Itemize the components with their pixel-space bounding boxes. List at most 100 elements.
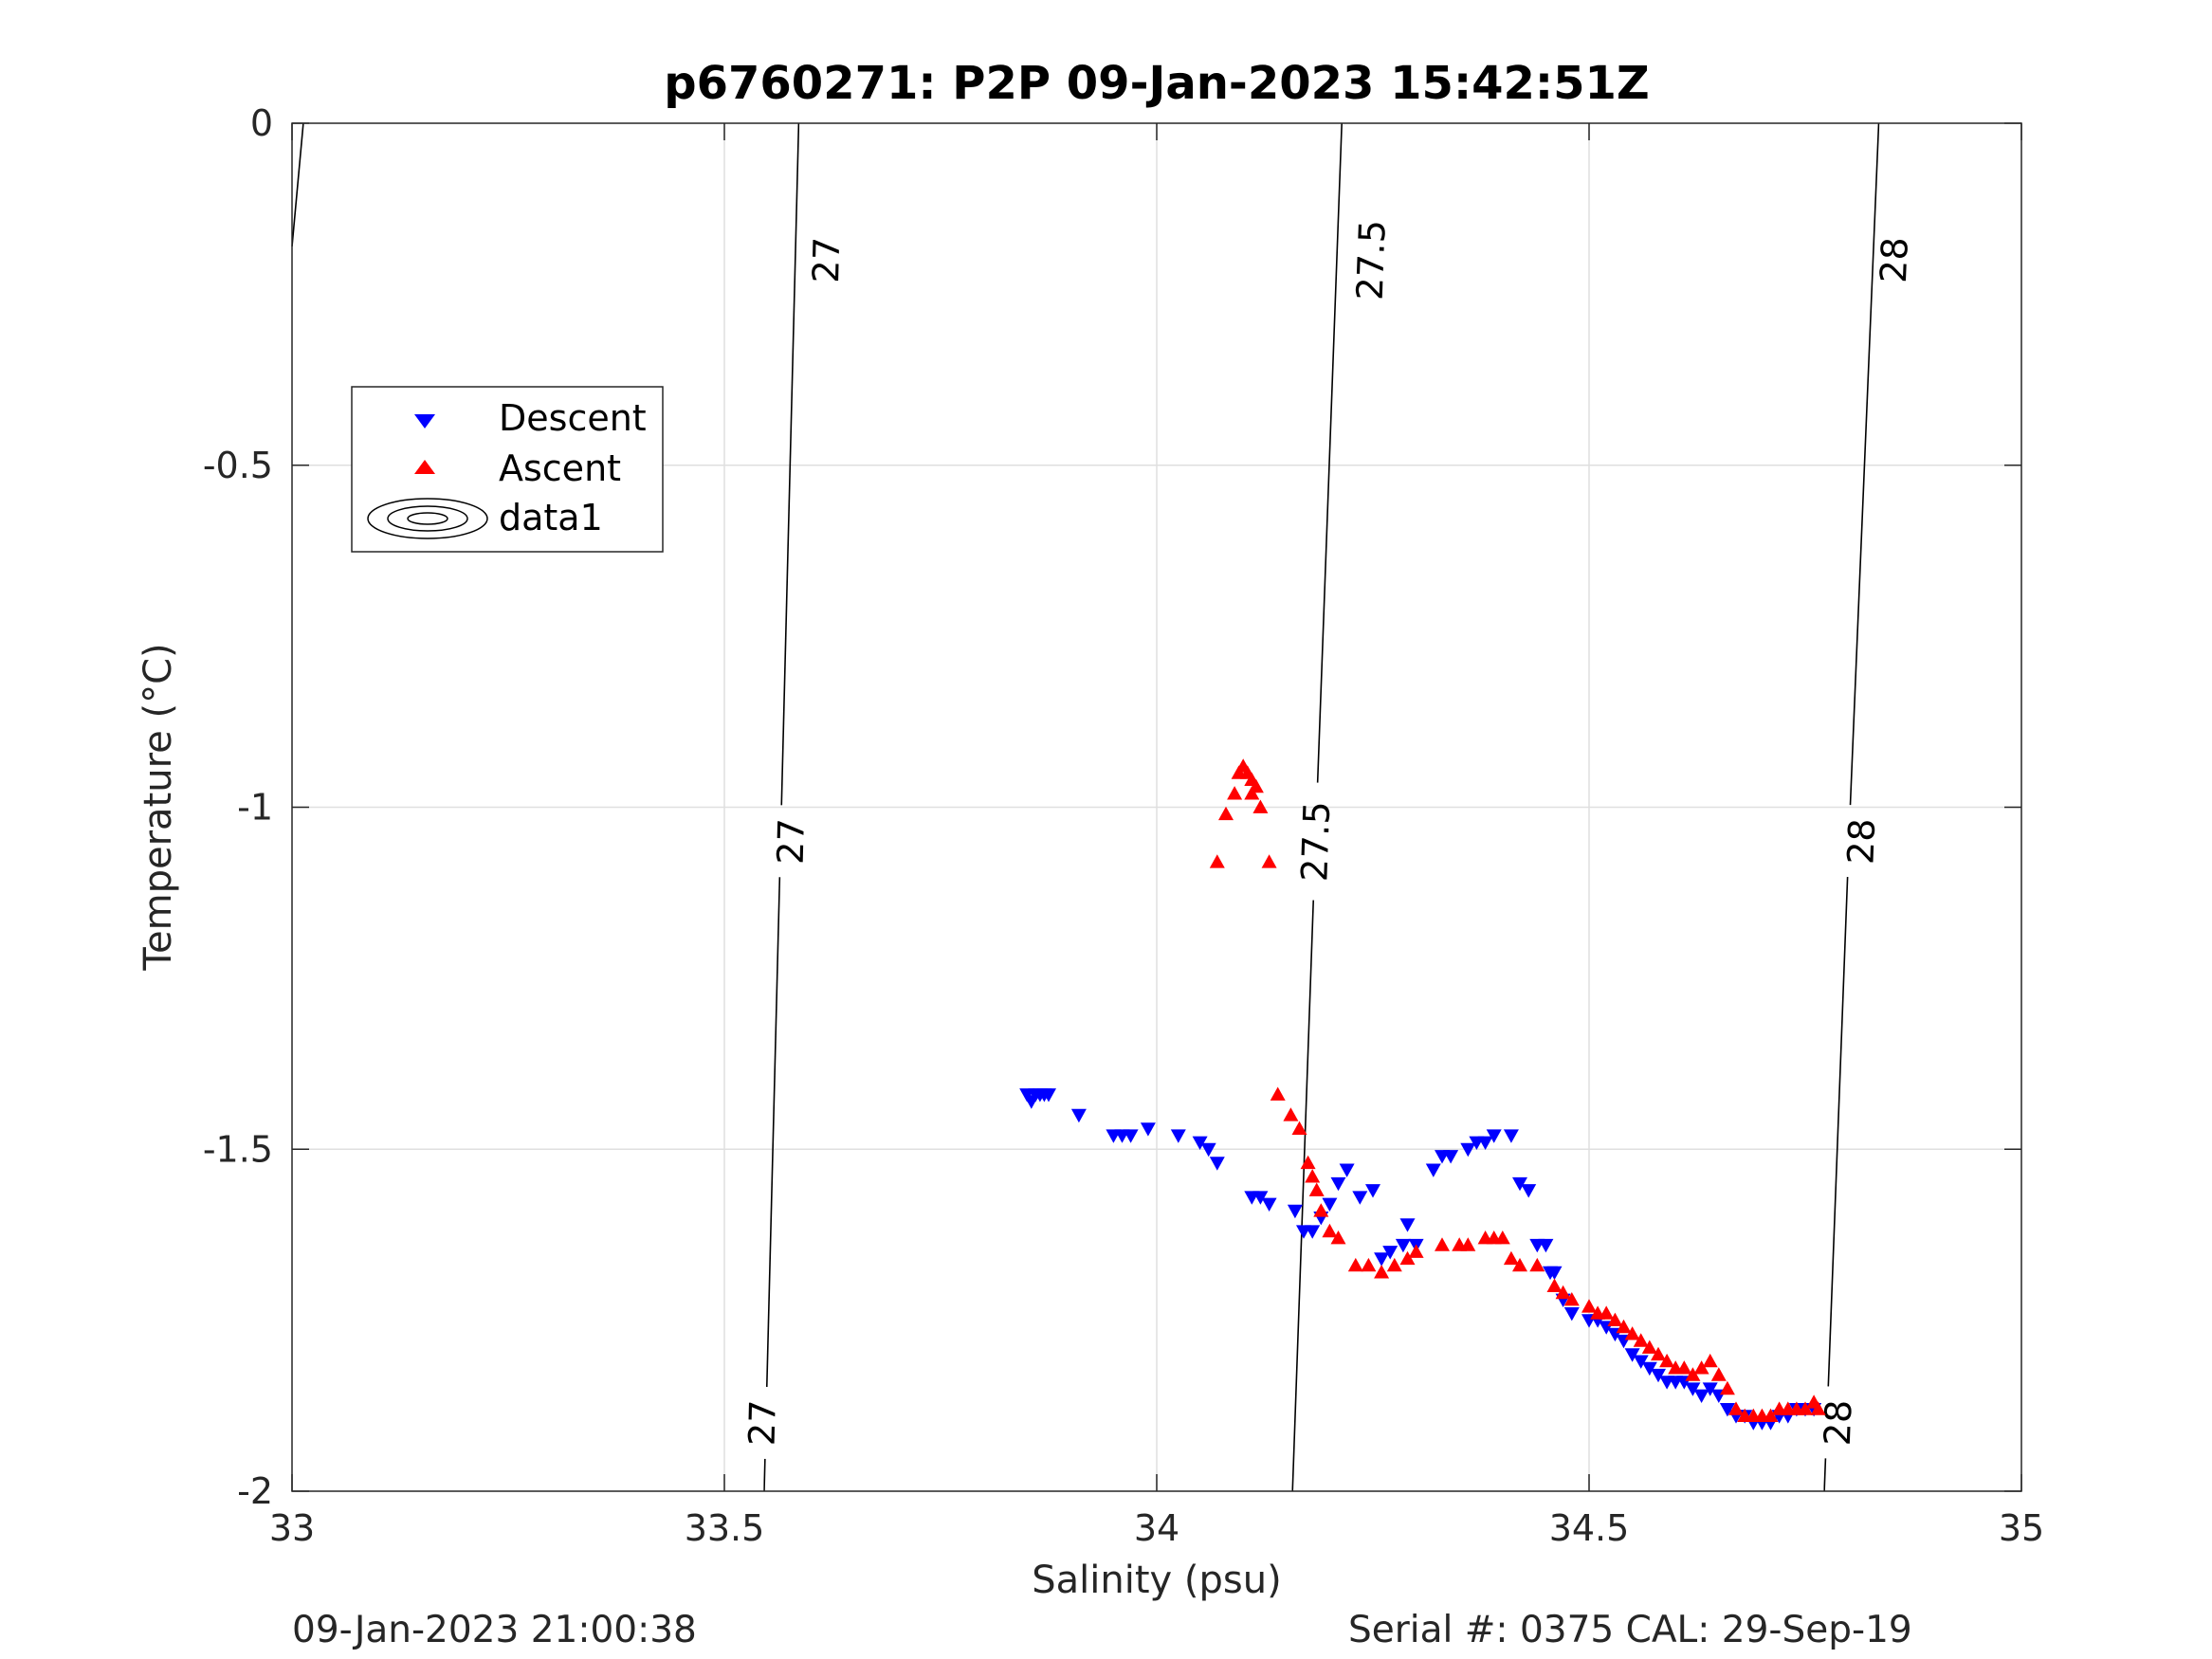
descent-point	[1521, 1184, 1537, 1198]
contour-label: 27	[805, 237, 848, 283]
x-tick-label: 33.5	[685, 1507, 765, 1549]
descent-point	[1209, 1157, 1225, 1171]
ascent-point	[1494, 1231, 1510, 1245]
descent-point	[1512, 1176, 1527, 1192]
ascent-point	[1399, 1250, 1416, 1266]
ascent-point	[1252, 799, 1269, 813]
ascent-point	[1308, 1182, 1325, 1196]
descent-point	[1443, 1150, 1459, 1164]
contour-label: 27	[770, 818, 813, 865]
y-tick-label: -2	[237, 1470, 273, 1512]
contour-label: 27	[741, 1399, 784, 1446]
ascent-point	[1322, 1223, 1338, 1238]
descent-point	[1287, 1204, 1303, 1219]
ascent-point	[1798, 1401, 1813, 1415]
descent-point	[1170, 1129, 1186, 1143]
footer-serial-cal: Serial #: 0375 CAL: 29-Sep-19	[1348, 1609, 1912, 1651]
ascent-point	[1300, 1155, 1316, 1170]
ascent-point	[1581, 1299, 1597, 1313]
ascent-point	[1641, 1340, 1657, 1354]
ascent-point	[1651, 1346, 1666, 1361]
contour-label: 28	[1839, 818, 1883, 866]
ascent-point	[1624, 1326, 1640, 1340]
descent-point	[1633, 1355, 1649, 1369]
ascent-point	[1330, 1231, 1346, 1245]
descent-point	[1651, 1368, 1666, 1383]
legend[interactable]: Descent Ascent data1	[351, 386, 664, 553]
descent-point	[1477, 1136, 1493, 1150]
ascent-point	[1305, 1169, 1321, 1183]
ascent-point	[1209, 854, 1225, 868]
descent-point	[1352, 1191, 1368, 1205]
ascent-point	[1244, 786, 1260, 800]
descent-point	[1330, 1176, 1346, 1192]
descent-point	[1374, 1252, 1390, 1267]
descent-point	[1693, 1389, 1709, 1403]
ascent-point	[1283, 1107, 1299, 1121]
ascent-point	[1261, 854, 1277, 868]
y-tick-label: 0	[250, 102, 273, 144]
ascent-point	[1313, 1203, 1329, 1217]
ascent-point	[1702, 1353, 1718, 1368]
ascent-point	[1460, 1237, 1476, 1251]
ascent-point	[1546, 1278, 1563, 1292]
contour-label: 27.5	[1293, 801, 1338, 883]
descent-point	[1624, 1348, 1640, 1362]
y-tick-label: -0.5	[203, 445, 273, 486]
ascent-point	[1599, 1305, 1615, 1320]
ascent-point	[1633, 1333, 1649, 1347]
descent-point	[1719, 1403, 1735, 1417]
x-tick-label: 34.5	[1549, 1507, 1630, 1549]
ascent-point	[1607, 1312, 1623, 1326]
density-contour-line	[764, 123, 798, 1491]
legend-ascent-marker	[414, 460, 435, 474]
descent-point	[1200, 1142, 1216, 1158]
descent-point	[1486, 1129, 1502, 1143]
descent-point	[1365, 1184, 1380, 1198]
y-tick-label: -1.5	[203, 1128, 273, 1170]
chart-title: p6760271: P2P 09-Jan-2023 15:42:51Z	[664, 57, 1649, 110]
data-marks	[1019, 758, 1826, 1431]
descent-point	[1395, 1238, 1411, 1253]
descent-point	[1382, 1246, 1398, 1260]
descent-point	[1460, 1142, 1476, 1158]
ascent-point	[1529, 1257, 1545, 1272]
y-axis-label: Temperature (°C)	[137, 643, 180, 971]
x-tick-label: 35	[1999, 1507, 2044, 1549]
ascent-point	[1347, 1257, 1363, 1272]
y-tick-label: -1	[237, 787, 273, 829]
ascent-point	[1763, 1408, 1779, 1422]
descent-point	[1261, 1197, 1277, 1212]
ascent-point	[1291, 1121, 1307, 1135]
contour-label: 27.5	[1349, 219, 1394, 301]
legend-descent-marker	[414, 414, 435, 428]
x-tick-label: 33	[269, 1507, 315, 1549]
ascent-point	[1693, 1360, 1709, 1375]
legend-data1-label: data1	[499, 497, 603, 538]
descent-point	[1140, 1122, 1156, 1137]
ascent-point	[1710, 1367, 1727, 1381]
ascent-point	[1270, 1086, 1286, 1101]
density-contour-line	[1824, 123, 1878, 1491]
ascent-point	[1386, 1257, 1402, 1272]
ascent-point	[1616, 1319, 1632, 1334]
descent-point	[1041, 1088, 1056, 1103]
ascent-point	[1563, 1292, 1580, 1306]
descent-point	[1685, 1382, 1701, 1396]
grid	[292, 123, 2021, 1491]
ascent-point	[1512, 1257, 1527, 1272]
ascent-point	[1555, 1285, 1571, 1300]
legend-descent-label: Descent	[499, 397, 647, 439]
descent-point	[1425, 1163, 1441, 1177]
ascent-point	[1408, 1244, 1424, 1258]
ascent-point	[1676, 1360, 1692, 1375]
legend-box	[351, 386, 664, 553]
descent-point	[1399, 1218, 1416, 1232]
ascent-point	[1361, 1257, 1377, 1272]
contour-label: 28	[1873, 236, 1916, 283]
x-tick-label: 34	[1134, 1507, 1179, 1549]
ascent-point	[1374, 1265, 1390, 1279]
ascent-point	[1503, 1250, 1519, 1266]
contour-label: 28	[1817, 1399, 1860, 1447]
